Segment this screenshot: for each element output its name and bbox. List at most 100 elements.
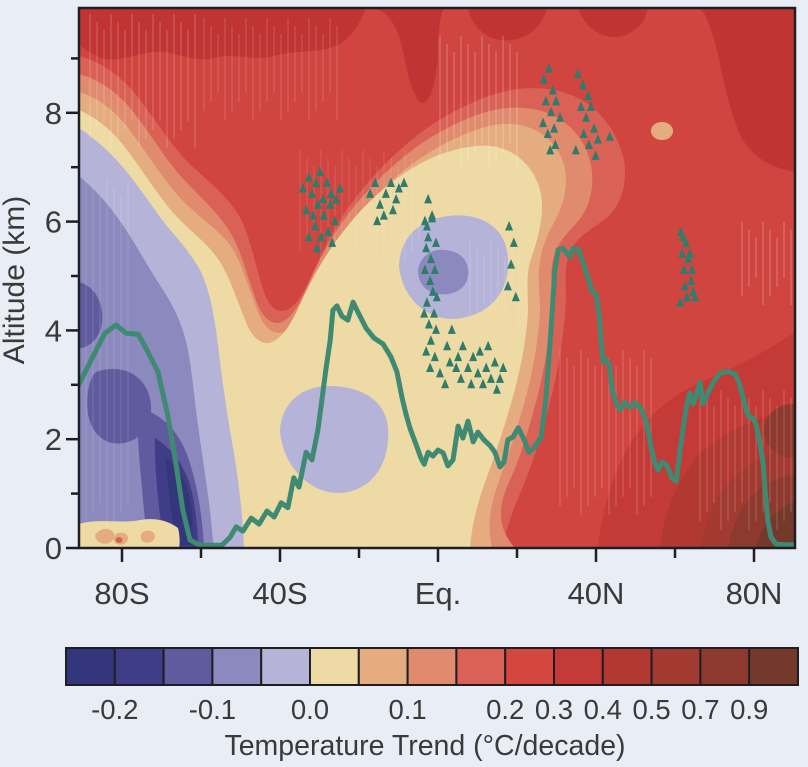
glacier-triangle-marker (684, 253, 693, 264)
elevation-profile-line (79, 245, 795, 548)
glacier-markers (298, 63, 700, 394)
contour-band (756, 501, 795, 548)
glacier-triangle-marker (326, 199, 335, 209)
glacier-triangle-marker (539, 117, 548, 128)
glacier-triangle-marker (458, 340, 467, 351)
glacier-triangle-marker (323, 177, 332, 188)
colorbar-title: Temperature Trend (°C/decade) (224, 730, 625, 762)
colorbar-cells (65, 647, 800, 686)
x-axis-tick-labels: 80S 40S Eq. 40N 80N (94, 576, 782, 611)
glacier-triangle-marker (484, 340, 493, 351)
glacier-triangle-marker (400, 177, 409, 188)
glacier-triangle-marker (464, 362, 473, 372)
glacier-triangle-marker (311, 221, 320, 231)
glacier-triangle-marker (422, 346, 431, 356)
colorbar-cell (650, 647, 702, 686)
glacier-triangle-marker (556, 112, 565, 122)
glacier-triangle-marker (591, 150, 600, 160)
glacier-triangle-marker (422, 221, 431, 231)
colorbar-cell (699, 647, 751, 686)
y-tick-label: 0 (45, 531, 62, 566)
glacier-triangle-marker (309, 210, 318, 220)
colorbar-cell (211, 647, 263, 686)
glacier-triangle-marker (456, 373, 465, 383)
glacier-triangle-marker (593, 134, 602, 144)
glacier-triangle-marker (430, 264, 439, 275)
colorbar-cell (113, 647, 165, 686)
glacier-triangle-marker (315, 166, 324, 177)
glacier-triangle-marker (579, 128, 588, 139)
glacier-triangle-marker (313, 199, 322, 209)
colorbar-tick-label: 0.3 (535, 694, 573, 725)
colorbar-cell (748, 647, 800, 686)
glacier-triangle-marker (313, 242, 322, 253)
glacier-triangle-marker (509, 237, 518, 247)
colorbar-cell (65, 647, 116, 686)
glacier-triangle-marker (447, 324, 456, 334)
glacier-triangle-marker (298, 182, 307, 193)
glacier-triangle-marker (326, 188, 335, 198)
glacier-triangle-marker (473, 367, 482, 378)
glacier-triangle-marker (678, 231, 687, 242)
glacier-triangle-marker (687, 264, 696, 275)
glacier-triangle-marker (546, 106, 555, 117)
surface-elevation-line (79, 245, 795, 548)
glacier-triangle-marker (682, 237, 691, 247)
y-tick-label: 6 (45, 205, 62, 240)
glacier-triangle-marker (319, 210, 328, 220)
glacier-triangle-marker (366, 188, 375, 198)
glacier-triangle-marker (680, 280, 689, 291)
glacier-triangle-marker (386, 177, 395, 188)
glacier-triangle-marker (499, 362, 508, 372)
glacier-triangle-marker (330, 215, 339, 226)
glacier-triangle-marker (428, 286, 437, 296)
contour-band (95, 528, 155, 545)
glacier-triangle-marker (571, 144, 580, 155)
colorbar-tick-label: 0.5 (632, 694, 670, 725)
glacier-triangle-marker (548, 85, 557, 95)
glacier-triangle-marker (430, 351, 439, 362)
glacier-triangle-marker (543, 128, 552, 139)
glacier-triangle-marker (467, 378, 476, 389)
glacier-triangle-marker (430, 308, 439, 318)
glacier-triangle-marker (680, 264, 689, 275)
colorbar-cell (357, 647, 409, 686)
glacier-triangle-marker (686, 248, 695, 258)
glacier-triangle-marker (432, 237, 441, 247)
glacier-triangle-marker (420, 308, 429, 318)
glacier-triangle-marker (311, 177, 320, 188)
glacier-triangle-marker (307, 188, 316, 198)
glacier-triangle-marker (452, 362, 461, 372)
glacier-triangle-marker (578, 79, 587, 90)
glacier-triangle-marker (304, 172, 313, 182)
glacier-triangle-marker (687, 275, 696, 285)
colorbar-cell (309, 647, 360, 686)
contour-band (650, 121, 674, 141)
glacier-triangle-marker (482, 362, 491, 372)
y-tick-label: 2 (45, 422, 62, 457)
glacier-triangle-marker (422, 242, 431, 253)
glacier-triangle-marker (541, 95, 550, 106)
glacier-triangle-marker (422, 297, 431, 307)
y-tick-label: 8 (45, 96, 62, 131)
colorbar: -0.2 -0.1 0.0 0.1 0.2 0.3 0.4 0.5 0.7 0.9 Tempera… (65, 647, 800, 762)
y-axis-tick-labels: 0 2 4 6 8 (45, 96, 62, 566)
glacier-triangle-marker (426, 362, 435, 372)
contour-band (79, 519, 180, 548)
glacier-triangle-marker (394, 182, 403, 193)
glacier-triangle-marker (539, 74, 548, 84)
colorbar-tick-label: 0.4 (584, 694, 622, 725)
glacier-triangle-marker (381, 188, 390, 198)
contour-band (79, 8, 795, 172)
colorbar-cell (406, 647, 458, 686)
glacier-triangle-marker (507, 259, 516, 269)
colorbar-tick-label: -0.2 (91, 694, 138, 725)
x-tick-label: 40N (568, 576, 625, 611)
glacier-triangle-marker (445, 357, 454, 367)
glacier-triangle-marker (505, 221, 514, 231)
colorbar-tick-label: 0.7 (681, 694, 719, 725)
glacier-triangle-marker (375, 199, 384, 209)
glacier-triangle-marker (544, 63, 553, 73)
